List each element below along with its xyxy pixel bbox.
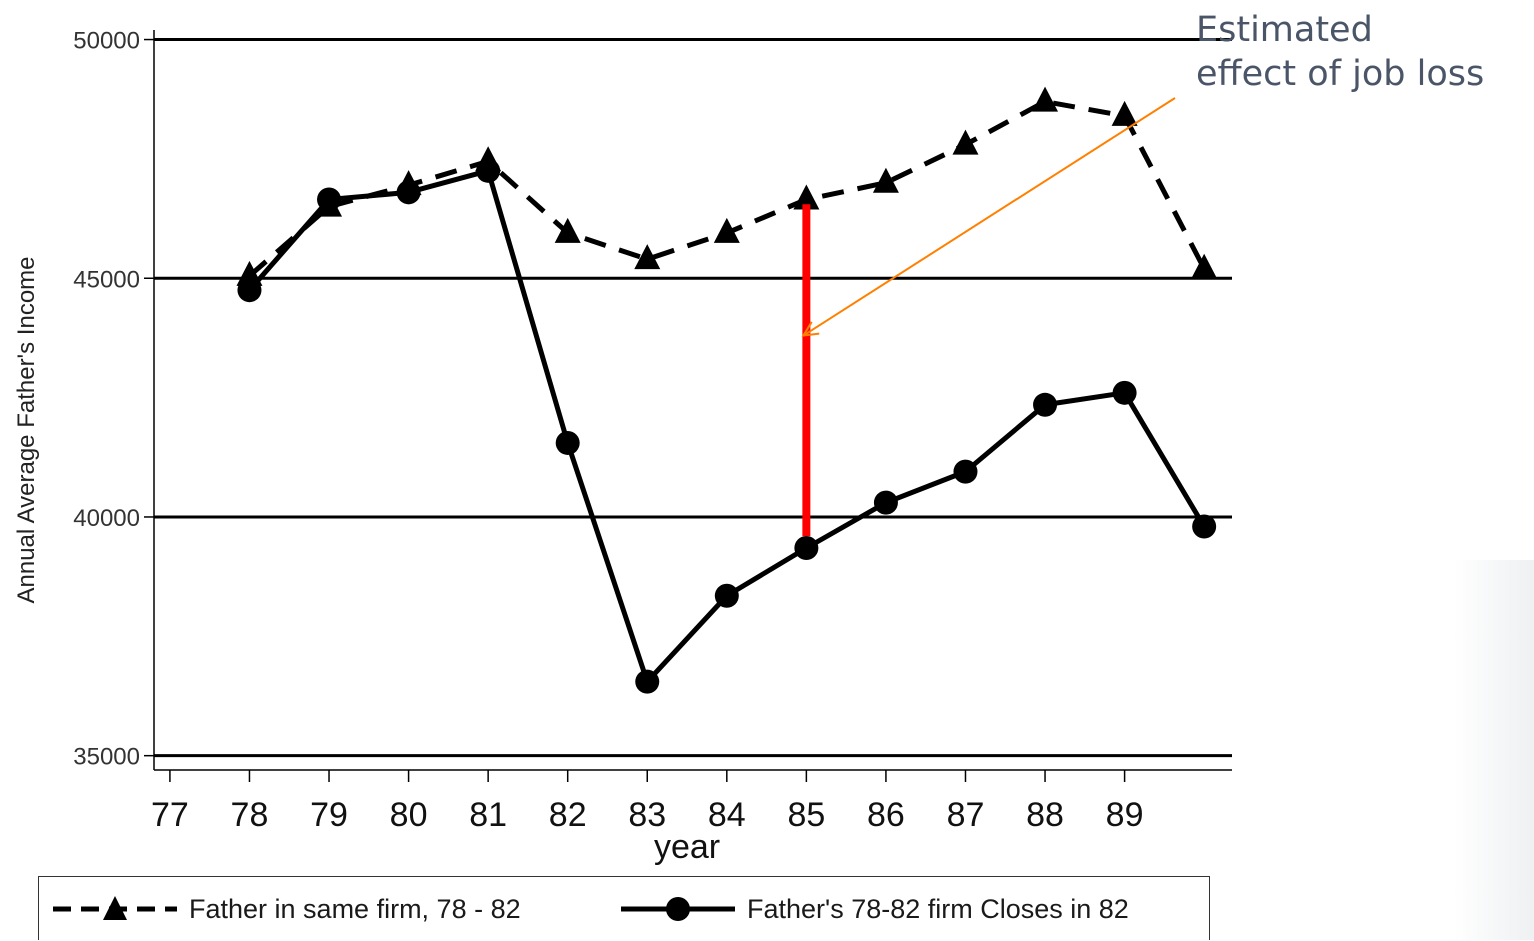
data-point-triangle: [1191, 253, 1218, 279]
data-point-circle: [794, 536, 819, 560]
data-point-triangle: [1111, 100, 1138, 126]
x-tick-label: 82: [549, 796, 587, 834]
x-tick-label: 87: [947, 796, 985, 834]
annotation-arrowhead: [801, 321, 820, 337]
y-tick-label: 45000: [73, 266, 140, 293]
y-axis-title: Annual Average Father's Income: [13, 256, 40, 603]
data-point-circle: [476, 158, 501, 183]
data-point-circle: [1112, 380, 1137, 405]
x-tick-label: 78: [231, 796, 269, 834]
data-point-circle: [317, 187, 342, 212]
data-point-triangle: [554, 217, 581, 243]
data-point-circle: [635, 669, 660, 694]
x-tick-label: 89: [1106, 796, 1144, 834]
legend-item-same-firm: Father in same firm, 78 - 82: [51, 877, 521, 941]
legend-swatch-dashed-triangle: [53, 896, 177, 920]
annotation-line: Estimated: [1196, 10, 1373, 50]
data-point-circle: [237, 278, 262, 303]
annotation-text: Estimated effect of job loss: [1196, 8, 1484, 96]
data-point-circle: [1033, 392, 1058, 417]
data-point-circle: [953, 459, 978, 484]
x-tick-label: 80: [390, 796, 428, 834]
data-point-triangle: [952, 129, 979, 155]
data-point-triangle: [634, 244, 661, 270]
annotation-arrow: [802, 97, 1176, 337]
line-chart: 35000 40000 45000 50000 77 78 79 80 81 82 83 84 85 86…: [13, 28, 1232, 866]
x-tick-label: 77: [151, 796, 189, 834]
data-point-circle: [714, 583, 739, 608]
data-point-triangle: [793, 184, 820, 210]
slide-decoration: [1454, 560, 1534, 940]
x-tick-label: 83: [628, 796, 666, 834]
y-tick-label: 35000: [73, 744, 140, 771]
data-point-circle: [873, 490, 898, 515]
x-tick-label: 84: [708, 796, 746, 834]
x-axis-title: year: [654, 828, 720, 866]
series-line-1: [247, 99, 1207, 278]
x-tick-label: 88: [1026, 796, 1064, 834]
data-point-triangle: [1032, 86, 1059, 112]
data-point-circle: [555, 430, 580, 455]
x-tick-label: 86: [867, 796, 905, 834]
legend-label: Father in same firm, 78 - 82: [189, 893, 521, 924]
legend-swatch-solid-circle: [621, 897, 735, 921]
legend-label: Father's 78-82 firm Closes in 82: [747, 893, 1129, 924]
legend-item-firm-closes: Father's 78-82 firm Closes in 82: [619, 877, 1129, 941]
legend: Father in same firm, 78 - 82 Father's 78…: [38, 876, 1210, 940]
data-point-circle: [1192, 514, 1217, 539]
data-point-triangle: [872, 167, 899, 193]
data-point-triangle: [713, 217, 740, 243]
x-tick-label: 85: [787, 796, 825, 834]
x-tick-label: 81: [469, 796, 507, 834]
y-tick-label: 50000: [73, 28, 140, 55]
annotation-line: effect of job loss: [1196, 54, 1485, 94]
x-tick-label: 79: [310, 796, 348, 834]
y-tick-label: 40000: [73, 505, 140, 532]
data-point-circle: [396, 180, 421, 205]
